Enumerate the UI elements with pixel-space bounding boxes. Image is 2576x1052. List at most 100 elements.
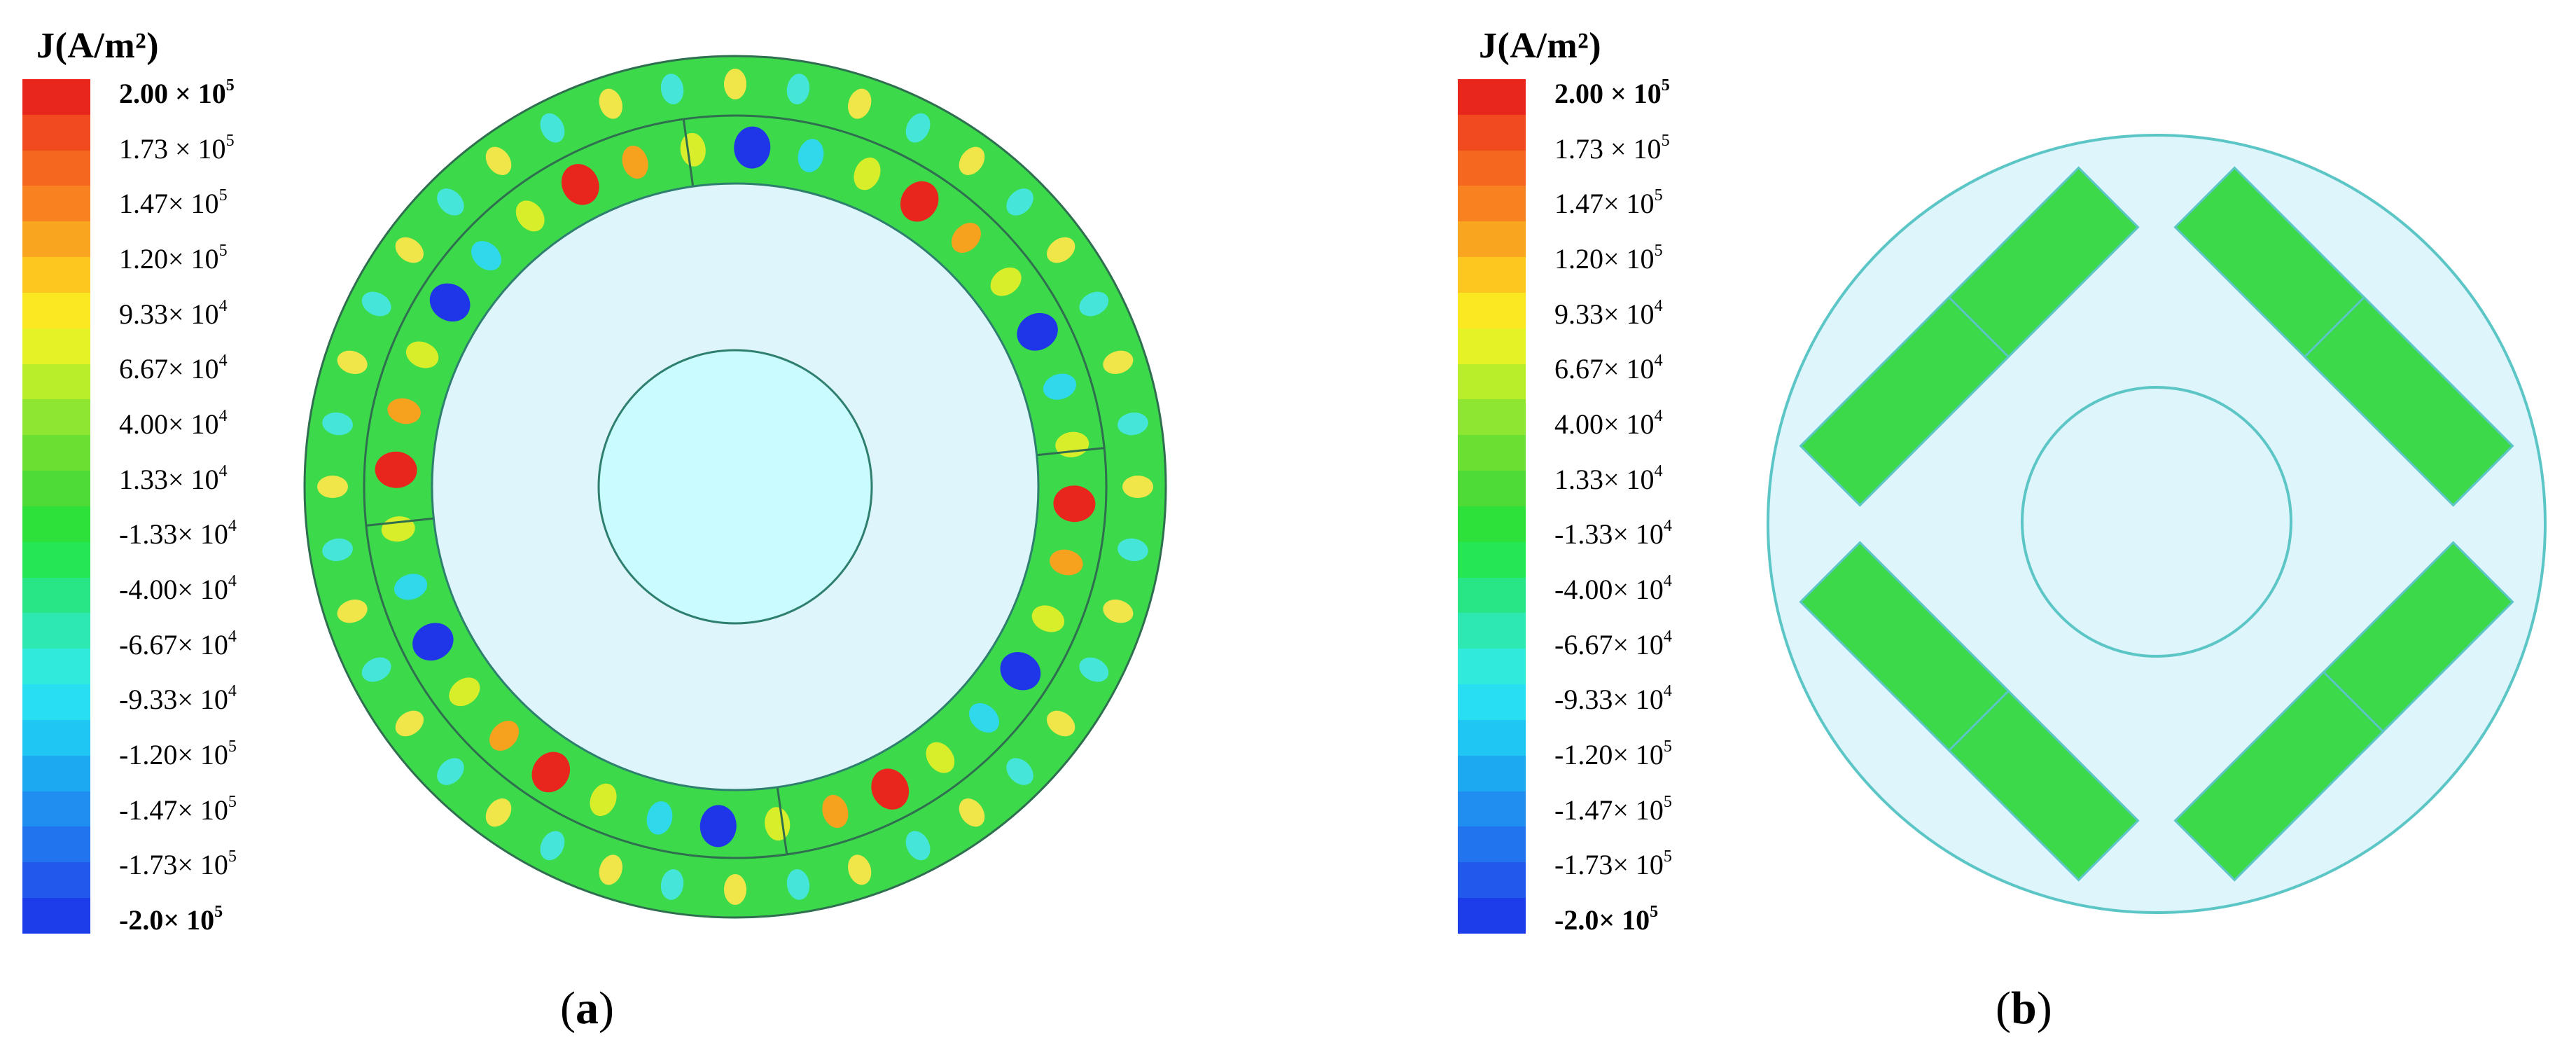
segment-line (776, 787, 788, 855)
scale-segment (22, 684, 90, 720)
legend-tick-label: -1.33× 104 (1554, 517, 1672, 551)
field-spot (471, 241, 501, 271)
field-spot (959, 146, 985, 175)
field-spot (990, 267, 1022, 296)
field-spot (1047, 237, 1075, 263)
legend-tick-label: 6.67× 104 (119, 352, 228, 385)
field-spot (900, 181, 939, 222)
scale-segment (1458, 755, 1526, 791)
scale-segment (1458, 186, 1526, 222)
scale-segment (22, 79, 90, 115)
field-spot (485, 146, 512, 175)
field-spot (646, 801, 673, 835)
scale-segment (1458, 577, 1526, 614)
legend-tick-label: 2.00 × 105 (119, 76, 235, 109)
field-spot (1031, 605, 1065, 632)
field-spot (337, 350, 368, 374)
magnet-pole (1799, 296, 2010, 507)
magnet-block (1799, 541, 2010, 752)
field-spot (786, 869, 810, 900)
scale-segment (22, 541, 90, 578)
legend-tick-label: -9.33× 104 (1554, 682, 1672, 716)
legend-tick-label: 1.20× 105 (119, 242, 228, 275)
field-spot (734, 126, 771, 169)
subfigure-label-b: (b) (1996, 983, 2052, 1034)
legend-tick-label: 1.47× 105 (119, 186, 228, 220)
scale-segment (1458, 719, 1526, 756)
magnet-block (2303, 296, 2514, 507)
scale-segment (1458, 791, 1526, 827)
field-spot (959, 798, 985, 827)
legend-tick-label: -9.33× 104 (119, 682, 237, 716)
field-spot (1043, 373, 1077, 400)
field-spot (361, 657, 391, 682)
field-spot (724, 69, 746, 99)
legend-tick-label: 1.73 × 105 (119, 131, 235, 165)
field-spot (1047, 710, 1075, 737)
field-spot (394, 574, 428, 600)
field-spot (599, 88, 622, 119)
field-spot (622, 145, 648, 179)
field-spot (854, 157, 881, 191)
magnet-ring-field (375, 126, 1096, 847)
field-spot (449, 677, 480, 707)
scale-segment (1458, 328, 1526, 364)
field-spot (1017, 312, 1058, 351)
legend-tick-label: 6.67× 104 (1554, 352, 1663, 385)
field-spot (515, 200, 545, 232)
scale-segment (22, 755, 90, 791)
scale-segment (1458, 506, 1526, 542)
legend-tick-label: -1.47× 105 (1554, 792, 1672, 826)
field-spot (1000, 651, 1041, 691)
magnet-block (2173, 670, 2385, 882)
magnet-pole (1799, 541, 2010, 752)
legend-tick-label: -1.20× 105 (119, 738, 237, 770)
field-spot (1006, 188, 1033, 216)
scale-segment (1458, 399, 1526, 436)
magnet-pole (2303, 296, 2514, 507)
field-spot (1053, 485, 1096, 522)
legend-title-b: J(A/m²) (1479, 26, 1602, 66)
scale-segment (22, 791, 90, 827)
field-spot (322, 538, 353, 562)
field-spot (951, 223, 981, 253)
scale-segment (22, 257, 90, 293)
scale-segment (22, 862, 90, 899)
legend-tick-label: -4.00× 104 (119, 572, 237, 605)
field-spot (786, 74, 810, 104)
segment-line (682, 118, 695, 187)
field-spot (395, 237, 424, 263)
scale-segment (1458, 898, 1526, 934)
field-spot (1079, 291, 1109, 317)
legend-tick-label: 1.73 × 105 (1554, 131, 1670, 165)
field-spot (905, 113, 931, 143)
field-spot (871, 768, 910, 810)
subfigure-label-a: (a) (560, 983, 614, 1034)
legend-tick-label: -2.0× 105 (119, 903, 223, 936)
legend-tick-label: -1.47× 105 (119, 792, 237, 826)
field-spot (1103, 600, 1134, 623)
field-spot (540, 831, 565, 861)
legend-tick-label: 9.33× 104 (119, 296, 228, 330)
scale-segment (22, 719, 90, 756)
scale-segment (22, 364, 90, 400)
field-spot (660, 74, 684, 104)
color-scale-bar-a (22, 79, 90, 934)
scale-segment (1458, 862, 1526, 899)
legend-tick-label: -2.0× 105 (1554, 903, 1659, 936)
field-spot (561, 164, 599, 205)
field-spot (1079, 657, 1109, 682)
outer-ring-field (317, 69, 1153, 905)
field-spot (590, 783, 617, 817)
legend-title-a: J(A/m²) (36, 26, 160, 66)
scale-segment (1458, 684, 1526, 720)
scale-segment (22, 221, 90, 258)
legend-tick-label: 9.33× 104 (1554, 296, 1663, 330)
field-spot (1122, 476, 1153, 498)
scale-segment (22, 186, 90, 222)
scale-segment (22, 399, 90, 436)
legend-tick-label: -1.20× 105 (1554, 738, 1672, 770)
panel-b: J(A/m²) 2.00 × 105 1.73 × 105 1.47× 105 1.2… (1435, 0, 2576, 1052)
scale-segment (22, 649, 90, 685)
legend-tick-label: 1.33× 104 (119, 462, 228, 495)
